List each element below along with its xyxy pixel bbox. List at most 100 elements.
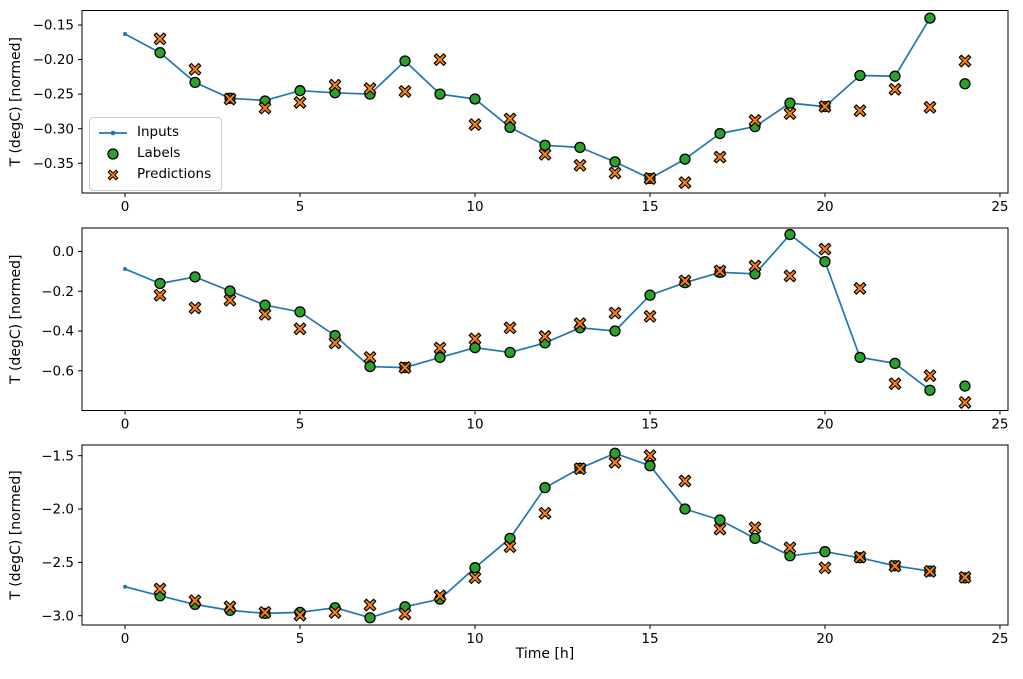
- prediction-marker: [328, 336, 342, 350]
- axes-spines-1: [81, 10, 1009, 194]
- x-tick-label: 10: [466, 631, 483, 647]
- x-tick-label: 10: [466, 199, 483, 215]
- legend-label-inputs: Inputs: [137, 124, 179, 140]
- label-marker: [154, 47, 166, 59]
- label-marker: [819, 255, 831, 268]
- label-marker: [889, 70, 901, 82]
- prediction-marker: [818, 242, 832, 256]
- y-tick-label: −0.15: [33, 18, 74, 34]
- prediction-marker: [398, 85, 412, 98]
- prediction-marker: [958, 570, 972, 584]
- prediction-marker: [888, 559, 902, 573]
- label-marker: [714, 514, 726, 526]
- inputs-point: [123, 266, 128, 271]
- x-tick-label: 10: [466, 417, 483, 433]
- label-marker: [259, 299, 271, 311]
- prediction-marker: [468, 118, 482, 131]
- x-tick-label: 25: [991, 417, 1008, 433]
- prediction-marker: [678, 176, 692, 189]
- prediction-marker: [258, 307, 272, 321]
- label-marker: [189, 271, 201, 283]
- prediction-marker: [818, 100, 832, 113]
- prediction-marker: [608, 166, 622, 180]
- prediction-marker: [678, 474, 692, 488]
- inputs-line-swatch: [99, 130, 127, 135]
- prediction-marker: [573, 158, 587, 172]
- inputs-point: [123, 32, 128, 37]
- x-tick-label: 0: [121, 631, 130, 647]
- prediction-marker: [853, 104, 867, 118]
- prediction-marker: [223, 92, 237, 106]
- label-marker: [294, 85, 306, 97]
- y-axis-label: T (degC) [normed]: [8, 470, 24, 601]
- prediction-marker: [923, 565, 937, 578]
- prediction-marker: [643, 309, 657, 323]
- label-marker: [679, 503, 691, 515]
- label-marker: [819, 546, 831, 558]
- prediction-marker: [783, 541, 797, 555]
- prediction-marker: [503, 540, 517, 554]
- prediction-marker: [468, 571, 482, 585]
- label-marker: [154, 277, 166, 290]
- label-marker: [434, 351, 446, 364]
- x-tick-label: 20: [816, 631, 833, 647]
- label-marker: [924, 12, 936, 24]
- prediction-marker: [188, 62, 202, 76]
- prediction-marker: [958, 396, 972, 409]
- prediction-marker: [748, 259, 762, 273]
- x-tick-label: 25: [991, 199, 1008, 215]
- label-marker: [364, 360, 376, 373]
- prediction-marker: [468, 332, 482, 346]
- legend: Inputs Labels Predictions: [89, 117, 223, 191]
- label-marker: [294, 306, 306, 318]
- prediction-marker: [223, 293, 237, 307]
- y-tick-label: −0.6: [41, 363, 74, 379]
- prediction-marker: [503, 112, 517, 126]
- prediction-marker: [643, 172, 657, 185]
- axes-spines-2: [81, 227, 1009, 411]
- inputs-line: [124, 17, 931, 180]
- label-marker: [854, 69, 866, 82]
- prediction-marker: [293, 322, 307, 336]
- x-tick-label: 20: [816, 417, 833, 433]
- prediction-marker: [153, 32, 167, 46]
- prediction-marker: [573, 462, 587, 476]
- prediction-marker: [398, 607, 412, 621]
- prediction-marker: [643, 449, 657, 463]
- prediction-marker: [188, 594, 202, 608]
- prediction-marker: [678, 274, 692, 288]
- y-tick-label: −0.20: [33, 52, 74, 68]
- label-marker: [609, 156, 621, 168]
- inputs-point: [123, 584, 128, 589]
- x-tick-label: 25: [991, 631, 1008, 647]
- prediction-marker: [328, 78, 342, 92]
- axes-spines-3: [81, 444, 1009, 626]
- predictions-marker-swatch: [107, 169, 119, 180]
- y-tick-label: −0.35: [33, 156, 74, 172]
- label-marker: [469, 93, 481, 105]
- prediction-marker: [538, 147, 552, 161]
- label-marker: [434, 88, 446, 100]
- prediction-marker: [363, 351, 377, 364]
- label-marker: [224, 285, 236, 297]
- prediction-marker: [328, 606, 342, 619]
- y-tick-label: −0.25: [33, 87, 74, 103]
- prediction-marker: [258, 101, 272, 115]
- prediction-marker: [853, 282, 867, 295]
- prediction-marker: [783, 269, 797, 283]
- prediction-marker: [923, 100, 937, 114]
- y-axis-label: T (degC) [normed]: [8, 254, 24, 385]
- x-tick-label: 0: [121, 199, 130, 215]
- x-tick-label: 15: [641, 631, 658, 647]
- prediction-marker: [363, 82, 377, 95]
- label-marker: [399, 55, 411, 67]
- prediction-marker: [608, 306, 622, 320]
- x-tick-label: 0: [121, 417, 130, 433]
- label-marker: [504, 346, 516, 359]
- label-marker: [469, 342, 481, 354]
- prediction-marker: [153, 288, 167, 302]
- prediction-marker: [538, 506, 552, 520]
- prediction-marker: [258, 606, 272, 619]
